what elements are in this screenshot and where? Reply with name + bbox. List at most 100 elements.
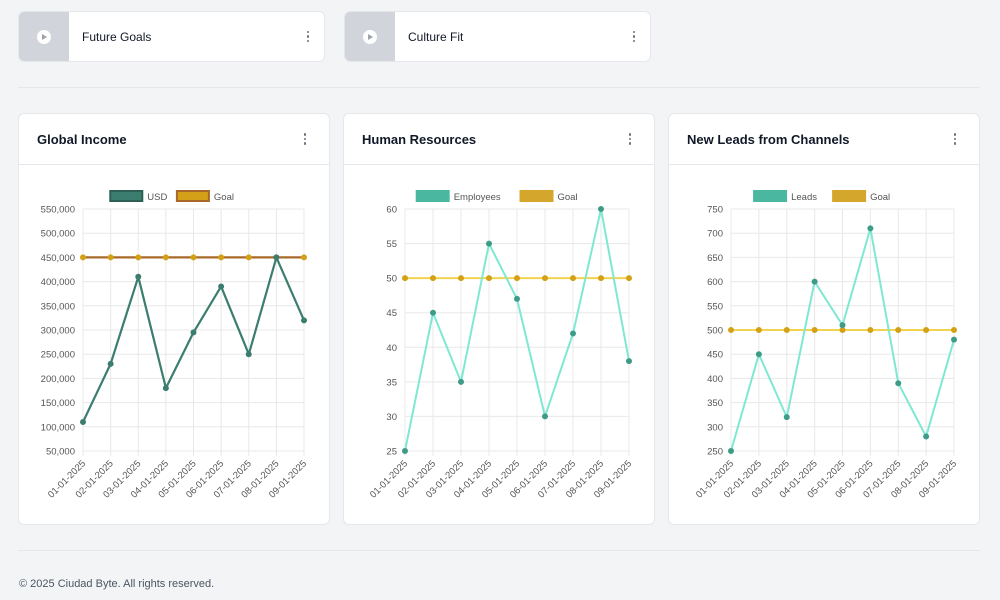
data-point[interactable] — [570, 330, 576, 337]
y-tick-label: 150,000 — [41, 398, 75, 409]
data-point[interactable] — [458, 275, 464, 282]
data-point[interactable] — [514, 275, 520, 282]
data-point[interactable] — [135, 273, 142, 280]
data-point[interactable] — [728, 448, 734, 454]
play-icon[interactable] — [37, 29, 51, 44]
data-point[interactable] — [867, 327, 874, 333]
data-point[interactable] — [755, 327, 762, 333]
chart-legend[interactable]: USD Goal — [109, 190, 234, 203]
data-point[interactable] — [402, 448, 408, 454]
data-point[interactable] — [570, 275, 576, 282]
data-point[interactable] — [402, 275, 408, 282]
data-point[interactable] — [867, 225, 874, 232]
legend-label[interactable]: Employees — [454, 192, 501, 203]
video-title: Future Goals — [82, 29, 152, 44]
y-tick-label: 350 — [707, 398, 723, 409]
legend-swatch[interactable] — [415, 190, 450, 202]
video-card-future-goals[interactable]: Future Goals — [18, 11, 325, 62]
chart-legend[interactable]: Leads Goal — [753, 190, 890, 203]
data-point[interactable] — [598, 275, 604, 282]
legend-label[interactable]: Goal — [214, 192, 234, 203]
more-options-icon[interactable] — [945, 133, 965, 145]
legend-label[interactable]: USD — [147, 192, 167, 203]
data-point[interactable] — [839, 322, 846, 329]
y-tick-label: 350,000 — [41, 301, 75, 312]
data-point[interactable] — [80, 254, 86, 261]
data-point[interactable] — [542, 413, 548, 420]
chart-header: New Leads from Channels — [669, 114, 979, 165]
legend-swatch[interactable] — [175, 190, 210, 202]
data-point[interactable] — [728, 327, 734, 333]
data-point[interactable] — [811, 327, 818, 333]
data-point[interactable] — [598, 206, 604, 212]
data-point[interactable] — [514, 295, 520, 302]
line-chart-human-resources: Employees Goal605550454035302501-01-20250… — [368, 190, 634, 500]
data-point[interactable] — [626, 275, 632, 282]
more-options-icon[interactable] — [295, 133, 315, 145]
data-point[interactable] — [755, 351, 762, 358]
legend-label[interactable]: Goal — [558, 192, 578, 203]
y-tick-label: 450 — [707, 350, 723, 361]
line-chart-global-income: USD Goal 550,000 500,000 450,000 400,000 350,0… — [41, 190, 309, 500]
data-point[interactable] — [430, 309, 436, 316]
data-point[interactable] — [245, 254, 252, 261]
more-options-icon[interactable] — [620, 133, 640, 145]
data-point[interactable] — [135, 254, 142, 261]
legend-label[interactable]: Leads — [791, 192, 817, 203]
chart-legend[interactable]: Employees Goal — [415, 190, 578, 203]
data-point[interactable] — [486, 275, 492, 282]
data-point[interactable] — [190, 254, 197, 261]
y-tick-label: 60 — [386, 205, 397, 216]
y-tick-label: 100,000 — [41, 422, 75, 433]
data-point[interactable] — [923, 327, 930, 333]
data-point[interactable] — [107, 254, 114, 261]
data-point[interactable] — [895, 327, 902, 333]
data-point[interactable] — [301, 254, 307, 261]
data-point[interactable] — [273, 254, 280, 261]
data-point[interactable] — [218, 283, 225, 290]
chart-title: Human Resources — [362, 131, 477, 147]
data-point[interactable] — [895, 380, 902, 387]
footer-divider — [18, 550, 980, 551]
data-point[interactable] — [107, 360, 114, 367]
data-point[interactable] — [458, 378, 464, 385]
data-point[interactable] — [430, 275, 436, 282]
data-point[interactable] — [245, 351, 252, 358]
y-tick-label: 25 — [386, 447, 397, 458]
y-tick-label: 400 — [707, 374, 723, 385]
data-point[interactable] — [190, 329, 197, 336]
chart-card-new-leads: New Leads from Channels Leads Goal 750 700 6… — [668, 113, 980, 525]
y-tick-label: 550,000 — [41, 205, 75, 216]
legend-swatch[interactable] — [109, 190, 144, 202]
data-point[interactable] — [626, 358, 632, 365]
video-thumbnail[interactable] — [345, 12, 395, 61]
data-point[interactable] — [80, 418, 86, 425]
legend-swatch[interactable] — [753, 190, 788, 202]
legend-label[interactable]: Goal — [870, 192, 890, 203]
y-tick-label: 650 — [707, 253, 723, 264]
data-point[interactable] — [811, 278, 818, 285]
data-point[interactable] — [162, 385, 169, 392]
data-point[interactable] — [783, 327, 790, 333]
data-point[interactable] — [839, 327, 846, 333]
chart-grid — [404, 208, 630, 456]
data-point[interactable] — [783, 414, 790, 421]
more-options-icon[interactable] — [624, 30, 644, 43]
chart-header: Global Income — [19, 114, 329, 165]
legend-swatch[interactable] — [832, 190, 867, 202]
more-options-icon[interactable] — [298, 30, 318, 43]
data-point[interactable] — [951, 336, 957, 343]
data-point[interactable] — [542, 275, 548, 282]
y-tick-label: 600 — [707, 277, 723, 288]
data-point[interactable] — [923, 433, 930, 440]
data-point[interactable] — [218, 254, 225, 261]
video-card-culture-fit[interactable]: Culture Fit — [344, 11, 651, 62]
data-point[interactable] — [162, 254, 169, 261]
data-point[interactable] — [951, 327, 957, 333]
play-icon[interactable] — [363, 29, 377, 44]
data-point[interactable] — [486, 240, 492, 247]
y-tick-label: 45 — [386, 308, 397, 319]
video-thumbnail[interactable] — [19, 12, 69, 61]
data-point[interactable] — [301, 317, 307, 324]
legend-swatch[interactable] — [519, 190, 554, 202]
